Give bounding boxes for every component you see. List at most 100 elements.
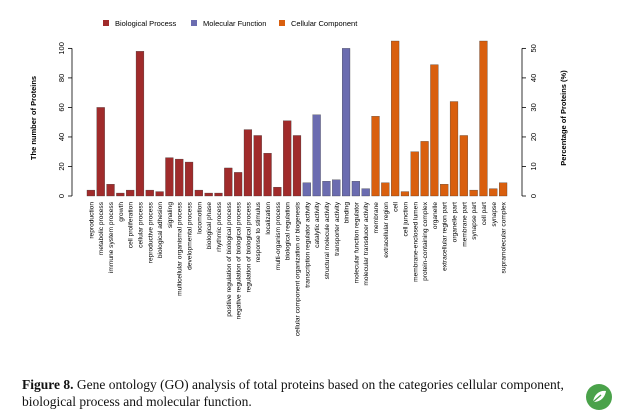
x-tick-label: cellular component organization or bioge… — [295, 201, 302, 336]
bar-26 — [332, 179, 341, 197]
x-tick-label: rhythmic process — [216, 201, 223, 252]
x-tick-label: developmental process — [187, 201, 194, 270]
x-tick-label: synapse part — [471, 202, 478, 240]
x-tick-label: metabolic process — [98, 201, 105, 255]
leaf-logo-icon — [586, 384, 612, 410]
x-tick-label: locomotion — [196, 202, 203, 234]
x-tick-label: supramolecular complex — [501, 201, 508, 273]
bar-15 — [224, 167, 233, 197]
bar-11 — [184, 161, 194, 197]
x-tick-label: catalytic activity — [314, 201, 321, 248]
legend-label: Molecular Function — [203, 19, 266, 28]
bar-24 — [312, 114, 321, 197]
bar-7 — [145, 189, 154, 197]
bar-31 — [381, 182, 390, 197]
y2-tick-label: 20 — [529, 133, 538, 141]
x-tick-label: cellular process — [137, 201, 144, 248]
x-tick-label: transcription regulator activity — [304, 201, 311, 287]
caption-label: Figure 8. — [22, 377, 74, 392]
bar-20 — [273, 186, 282, 197]
bar-10 — [175, 158, 184, 197]
x-tick-label: structural molecule activity — [324, 201, 331, 279]
legend-swatch — [103, 20, 109, 26]
bar-32 — [391, 40, 400, 197]
bar-27 — [341, 48, 351, 197]
bar-19 — [263, 153, 272, 197]
bar-9 — [165, 157, 174, 197]
y-tick-label: 0 — [57, 194, 66, 198]
legend-swatch — [279, 20, 285, 26]
x-tick-label: molecular transducer activity — [363, 201, 370, 285]
figure-caption: Figure 8. Gene ontology (GO) analysis of… — [22, 376, 602, 410]
bar-30 — [371, 116, 380, 197]
x-tick-label: multi-organism process — [275, 201, 282, 270]
bar-39 — [459, 135, 468, 197]
legend-label: Biological Process — [115, 19, 177, 28]
bar-8 — [155, 191, 164, 197]
x-tick-label: negative regulation of biological proces… — [236, 201, 243, 319]
x-tick-label: organelle part — [452, 202, 459, 242]
bar-4 — [116, 192, 125, 197]
y-tick-label: 20 — [57, 162, 66, 170]
caption-text: Gene ontology (GO) analysis of total pro… — [22, 377, 564, 409]
x-tick-label: transporter activity — [334, 201, 341, 256]
bar-37 — [440, 184, 449, 197]
bar-36 — [430, 64, 439, 197]
bar-38 — [449, 101, 459, 197]
x-tick-label: cell part — [481, 202, 488, 225]
bar-29 — [361, 188, 370, 197]
x-tick-label: response to stimulus — [255, 201, 262, 262]
y2-tick-label: 10 — [529, 162, 538, 170]
y2-axis-label: Percentage of Proteins (%) — [559, 70, 568, 166]
go-bar-chart: 0 20 40 60 80 100 The number of Proteins 0 10 20 3… — [29, 19, 568, 336]
y2-tick-label: 30 — [529, 103, 538, 111]
x-tick-label: binding — [344, 202, 351, 224]
legend-label: Cellular Component — [291, 19, 358, 28]
bar-42 — [489, 188, 498, 197]
x-tick-label: extracellular region — [383, 202, 390, 258]
x-tick-label: membrane part — [461, 202, 468, 247]
x-tick-label: extracellular region part — [442, 202, 449, 271]
bar-5 — [126, 189, 135, 197]
x-tick-label: signaling — [167, 202, 174, 228]
x-tick-label: membrane — [373, 202, 380, 234]
x-tick-label: immune system process — [108, 201, 115, 273]
x-tick-label: biological adhesion — [157, 202, 164, 258]
x-tick-label: molecular function regulator — [353, 201, 360, 283]
bar-17 — [243, 129, 253, 197]
legend-swatch — [191, 20, 197, 26]
bar-6 — [135, 51, 145, 197]
x-tick-label: biological regulation — [285, 202, 292, 261]
x-tick-label: reproduction — [88, 202, 95, 239]
bar-3 — [106, 184, 115, 197]
y2-tick-label: 0 — [529, 194, 538, 198]
y2-tick-label: 50 — [529, 44, 538, 52]
bar-41 — [479, 40, 488, 197]
y-tick-label: 80 — [57, 74, 66, 82]
bar-25 — [322, 181, 331, 197]
x-tick-label: positive regulation of biological proces… — [226, 201, 233, 316]
bar-34 — [410, 151, 419, 197]
x-tick-label: localization — [265, 202, 272, 235]
bar-12 — [194, 189, 203, 197]
y-axis-label: The number of Proteins — [29, 76, 38, 160]
x-tick-label: biological phase — [206, 202, 213, 250]
bar-43 — [499, 182, 508, 197]
bar-21 — [283, 120, 292, 197]
x-tick-label: synapse — [491, 202, 498, 227]
x-tick-label: cell — [393, 201, 400, 211]
x-tick-label: cell proliferation — [128, 202, 135, 249]
bar-13 — [204, 192, 213, 197]
bar-2 — [96, 107, 105, 197]
x-tick-label: reproductive process — [147, 201, 154, 263]
x-tick-label: multicellular organismal process — [177, 201, 184, 296]
bar-40 — [469, 189, 478, 197]
bar-22 — [292, 135, 302, 197]
bar-16 — [234, 172, 243, 197]
bar-14 — [214, 192, 223, 197]
x-tick-label: regulation of biological process — [245, 201, 252, 292]
bar-18 — [253, 135, 262, 197]
bar-1 — [86, 189, 95, 197]
x-tick-label: membrane-enclosed lumen — [412, 202, 419, 282]
x-tick-label: cell junction — [402, 202, 409, 237]
